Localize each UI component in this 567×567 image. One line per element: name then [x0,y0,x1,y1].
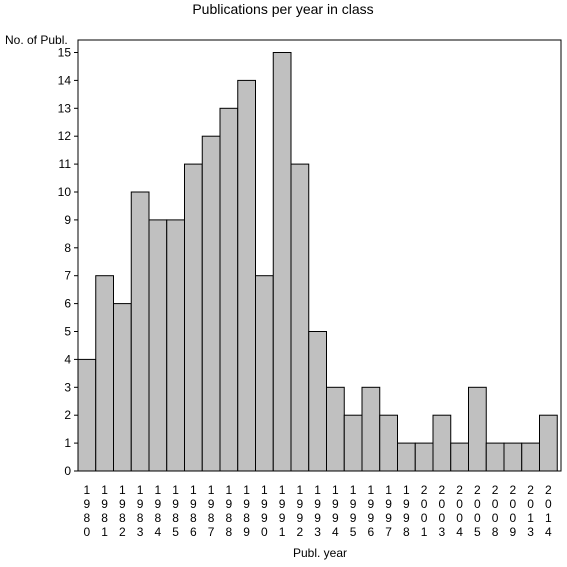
y-tick-label: 14 [58,73,72,87]
bars-group [77,52,558,472]
bar-2008 [485,442,505,472]
y-tick-label: 11 [59,157,72,171]
chart-title: Publications per year in class [192,1,373,17]
bar-2001 [414,442,434,472]
bar-1983 [130,191,150,472]
bar-1988 [219,107,239,472]
y-tick-label: 6 [64,297,71,311]
bar-2004 [450,442,469,472]
x-axis-labels: 1 9 8 0 1 9 8 1 1 9 8 2 1 9 8 3 1 9 8 4 1 9 8 5 1 9 8 6 1 9 8 7 1 9 8 8 1 9 8 9… [84,483,553,539]
y-tick-label: 7 [64,269,71,283]
y-tick-label: 9 [64,213,71,227]
bar-1985 [166,219,185,472]
y-tick-label: 13 [58,101,72,115]
bar-1989 [237,79,256,472]
y-tick-label: 2 [64,408,71,422]
y-tick-label: 4 [64,352,71,366]
bar-1995 [343,414,363,472]
y-tick-label: 15 [58,46,72,60]
bar-1987 [201,135,221,472]
bar-1982 [113,303,132,472]
bar-1980 [77,358,97,472]
bar-1991 [272,52,292,472]
bar-1993 [308,331,327,472]
bar-1990 [255,275,274,472]
bar-2003 [432,414,452,472]
bar-1996 [361,386,381,472]
bar-2013 [521,442,540,472]
bar-1986 [184,163,203,472]
bar-1984 [148,219,168,472]
bar-2014 [539,414,558,472]
y-tick-label: 8 [64,241,71,255]
y-tick-label: 5 [64,325,71,339]
bar-1997 [379,414,398,472]
y-axis-label: No. of Publ. [5,33,68,47]
bar-1998 [397,442,416,472]
bar-1994 [326,386,345,472]
x-axis-label: Publ. year [293,546,347,560]
y-tick-label: 10 [58,185,72,199]
y-tick-label: 1 [64,436,71,450]
y-tick-label: 0 [64,464,71,478]
bar-2005 [468,386,487,472]
bar-1981 [95,275,114,472]
y-tick-label: 12 [58,129,72,143]
y-tick-label: 3 [64,380,71,394]
bar-1992 [290,163,310,472]
bar-2009 [503,442,523,472]
